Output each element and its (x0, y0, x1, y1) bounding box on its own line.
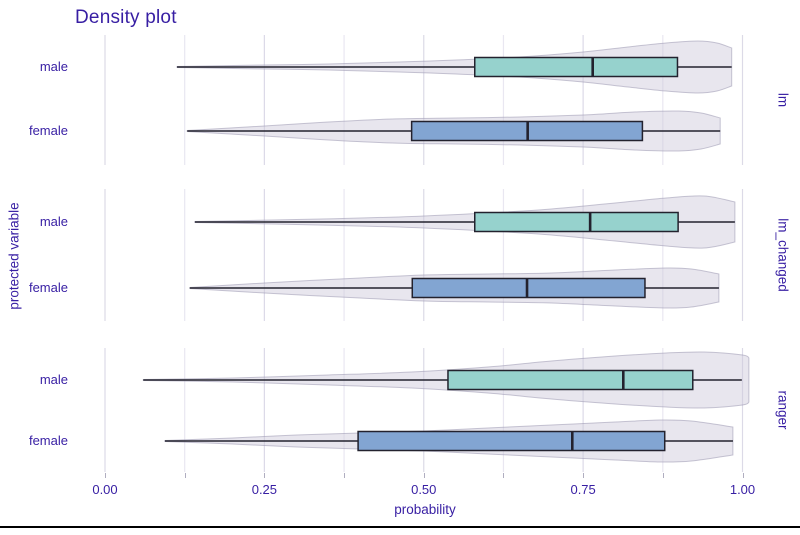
x-axis-tick (662, 473, 664, 478)
x-tick-label: 0.50 (411, 482, 437, 497)
x-tick-label: 0.25 (251, 482, 278, 497)
facet-strip-label: lm_changed (775, 218, 791, 292)
y-tick-label: male (39, 214, 68, 229)
y-tick-label: female (28, 433, 68, 448)
x-axis-tick (583, 473, 585, 478)
page-title: Density plot (75, 7, 177, 28)
box-ranger-male (447, 369, 694, 391)
facet-panel-ranger (104, 348, 750, 472)
facet-strip-label: lm (775, 92, 791, 108)
x-axis-tick (503, 473, 505, 478)
x-tick-label: 0.00 (92, 482, 118, 497)
facet-panel-lm (104, 35, 744, 165)
y-tick-label: female (28, 280, 68, 295)
box-ranger-female (357, 430, 666, 452)
x-axis-tick (105, 473, 106, 478)
facet-panel-lm_changed (104, 189, 744, 321)
x-axis-tick (184, 473, 186, 478)
x-axis-title: probability (394, 502, 456, 517)
window-border-bottom (0, 526, 800, 528)
box-lm_changed-male (474, 211, 679, 233)
x-axis-tick (423, 473, 425, 478)
x-axis-tick (344, 473, 346, 478)
x-axis-tick (742, 473, 744, 478)
facet-strip-label: ranger (775, 390, 791, 430)
y-tick-label: male (39, 372, 68, 387)
y-tick-label: female (28, 123, 68, 138)
box-lm_changed-female (411, 277, 646, 299)
x-tick-label: 1.00 (729, 482, 756, 497)
box-lm-male (474, 56, 679, 78)
y-tick-label: male (39, 59, 68, 74)
x-tick-label: 0.75 (570, 482, 596, 497)
x-axis-tick (264, 473, 266, 478)
